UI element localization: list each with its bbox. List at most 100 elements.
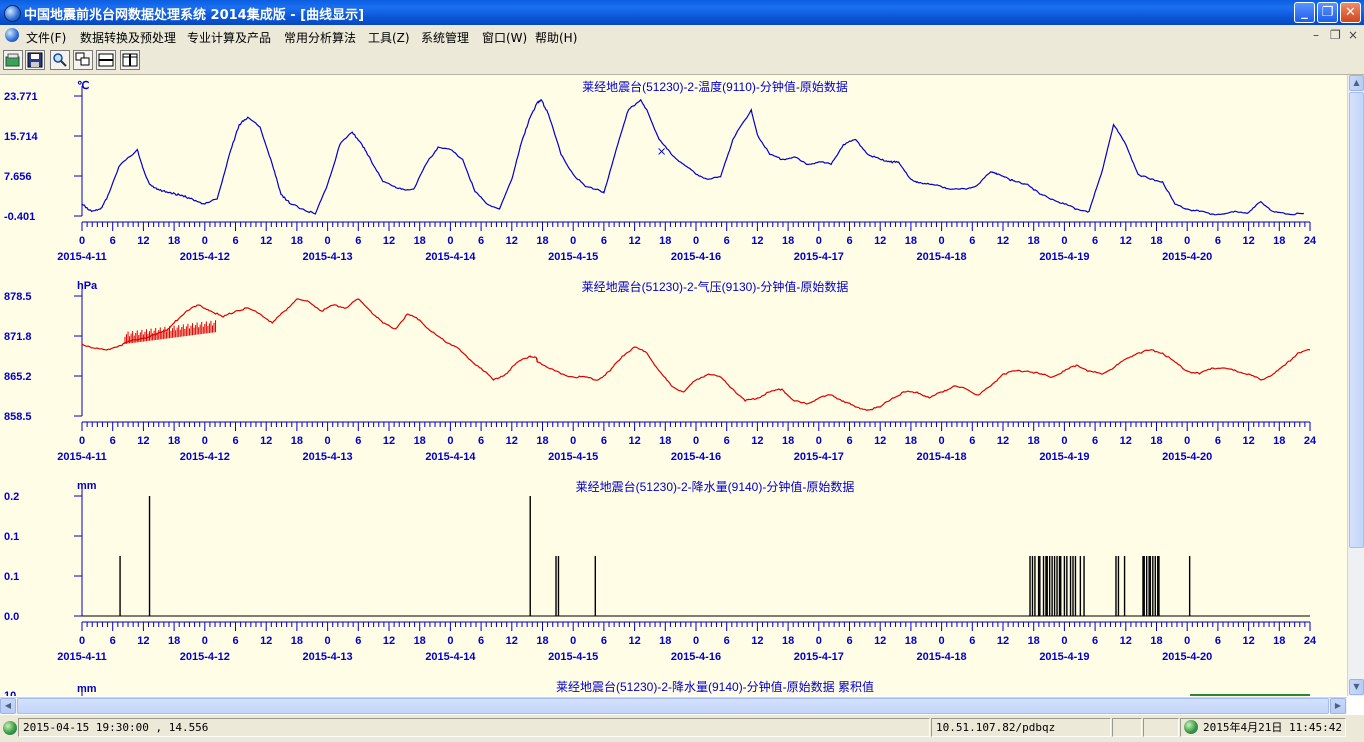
x-tick-label: 6 — [601, 635, 607, 647]
x-date-label: 2015-4-15 — [548, 651, 598, 663]
x-tick-label: 12 — [260, 435, 272, 447]
x-tick-label: 0 — [816, 435, 822, 447]
x-tick-label: 6 — [110, 235, 116, 247]
minimize-button[interactable]: _ — [1294, 2, 1315, 23]
x-tick-label: 12 — [997, 635, 1009, 647]
x-tick-label: 18 — [905, 235, 917, 247]
x-tick-label: 12 — [137, 635, 149, 647]
x-tick-label: 0 — [1184, 635, 1190, 647]
x-tick-label: 6 — [601, 235, 607, 247]
x-tick-label: 0 — [693, 235, 699, 247]
x-tick-label: 18 — [1150, 635, 1162, 647]
x-tick-label: 18 — [782, 635, 794, 647]
mdi-close-button[interactable]: × — [1348, 28, 1359, 42]
menu-data-conversion[interactable]: 数据转换及预处理 — [80, 31, 177, 45]
series-line — [81, 298, 1311, 411]
menu-analysis[interactable]: 常用分析算法 — [284, 31, 357, 45]
x-date-label: 2015-4-15 — [548, 451, 598, 463]
x-tick-label: 6 — [1215, 635, 1221, 647]
menu-tools[interactable]: 工具(Z) — [368, 31, 410, 45]
x-tick-label: 12 — [1120, 235, 1132, 247]
x-date-label: 2015-4-17 — [794, 451, 844, 463]
x-tick-label: 0 — [447, 235, 453, 247]
mdi-minimize-button[interactable]: – — [1313, 28, 1319, 42]
x-date-label: 2015-4-17 — [794, 251, 844, 263]
x-tick-label: 12 — [874, 435, 886, 447]
maximize-button[interactable]: ❐ — [1317, 2, 1338, 23]
horizontal-scrollbar[interactable]: ◀ ▶ — [0, 697, 1347, 714]
scroll-right-icon[interactable]: ▶ — [1330, 698, 1346, 714]
x-tick-label: 6 — [1092, 635, 1098, 647]
x-date-label: 2015-4-12 — [180, 451, 230, 463]
cumulative-series-segment — [1190, 694, 1310, 696]
status-server: 10.51.107.82/pdbqz — [931, 718, 1111, 737]
x-tick-label: 18 — [659, 435, 671, 447]
x-date-label: 2015-4-18 — [917, 651, 967, 663]
cursor-marker — [658, 148, 665, 155]
x-tick-label: 18 — [1150, 235, 1162, 247]
scroll-left-icon[interactable]: ◀ — [0, 698, 16, 714]
x-tick-label: 12 — [1242, 235, 1254, 247]
x-tick-label: 18 — [291, 635, 303, 647]
y-tick-label: 0.1 — [4, 531, 19, 543]
menu-window[interactable]: 窗口(W) — [482, 31, 528, 45]
x-tick-label: 0 — [447, 635, 453, 647]
x-tick-label: 6 — [846, 235, 852, 247]
y-unit-label: hPa — [77, 280, 98, 292]
x-tick-label: 12 — [260, 235, 272, 247]
x-tick-label: 18 — [1273, 435, 1285, 447]
x-tick-label: 6 — [601, 435, 607, 447]
x-tick-label: 12 — [506, 635, 518, 647]
x-date-label: 2015-4-14 — [425, 251, 476, 263]
x-tick-label: 0 — [325, 435, 331, 447]
document-icon[interactable] — [5, 28, 19, 42]
open-icon[interactable] — [3, 50, 23, 70]
vertical-scrollbar[interactable]: ▲ ▼ — [1347, 75, 1364, 696]
x-tick-label: 6 — [969, 635, 975, 647]
x-date-label: 2015-4-19 — [1039, 651, 1089, 663]
search-icon[interactable] — [50, 50, 70, 70]
x-tick-label: 12 — [751, 235, 763, 247]
x-tick-label: 0 — [79, 635, 85, 647]
x-date-label: 2015-4-14 — [425, 451, 476, 463]
x-date-label: 2015-4-13 — [303, 451, 353, 463]
menu-professional-calc[interactable]: 专业计算及产品 — [187, 31, 272, 45]
vertical-scroll-thumb[interactable] — [1349, 92, 1364, 548]
x-tick-label: 12 — [751, 635, 763, 647]
x-tick-label: 0 — [202, 235, 208, 247]
app-icon[interactable] — [4, 5, 21, 22]
tile-icon[interactable] — [73, 50, 93, 70]
chart-panel-2: 莱经地震台(51230)-2-降水量(9140)-分钟值-原始数据 0.2 0.1 0… — [4, 479, 1317, 663]
plot-canvas[interactable]: 莱经地震台(51230)-2-温度(9110)-分钟值-原始数据 23.771 15… — [0, 75, 1347, 696]
menu-help[interactable]: 帮助(H) — [535, 31, 578, 45]
x-tick-label: 0 — [570, 435, 576, 447]
menu-file[interactable]: 文件(F) — [26, 31, 67, 45]
scroll-up-icon[interactable]: ▲ — [1349, 75, 1364, 91]
menu-system[interactable]: 系统管理 — [421, 31, 470, 45]
x-tick-label: 12 — [874, 635, 886, 647]
save-icon[interactable] — [25, 50, 45, 70]
x-date-label: 2015-4-14 — [425, 651, 476, 663]
scroll-down-icon[interactable]: ▼ — [1349, 679, 1364, 695]
close-button[interactable]: ✕ — [1340, 2, 1361, 23]
horizontal-scroll-thumb[interactable] — [17, 698, 1329, 714]
x-tick-label: 0 — [447, 435, 453, 447]
x-tick-label: 18 — [1028, 235, 1040, 247]
chart-title: 莱经地震台(51230)-2-降水量(9140)-分钟值-原始数据 — [576, 479, 855, 494]
x-date-label: 2015-4-18 — [917, 251, 967, 263]
x-tick-label: 0 — [1184, 435, 1190, 447]
title-bar[interactable]: 中国地震前兆台网数据处理系统 2014集成版 - [曲线显示] _ ❐ ✕ — [0, 0, 1364, 25]
x-tick-label: 12 — [874, 235, 886, 247]
x-tick-label: 12 — [997, 235, 1009, 247]
mdi-restore-button[interactable]: ❐ — [1330, 28, 1341, 42]
split-vertical-icon[interactable] — [120, 50, 140, 70]
x-tick-label: 12 — [260, 635, 272, 647]
split-horizontal-icon[interactable] — [96, 50, 116, 70]
x-tick-label: 0 — [570, 635, 576, 647]
x-tick-label: 12 — [137, 235, 149, 247]
series-line — [81, 98, 1304, 216]
x-tick-label: 0 — [202, 435, 208, 447]
chart-area[interactable]: 莱经地震台(51230)-2-温度(9110)-分钟值-原始数据 23.771 15… — [0, 75, 1347, 696]
x-date-label: 2015-4-12 — [180, 251, 230, 263]
globe-icon — [1184, 720, 1198, 734]
